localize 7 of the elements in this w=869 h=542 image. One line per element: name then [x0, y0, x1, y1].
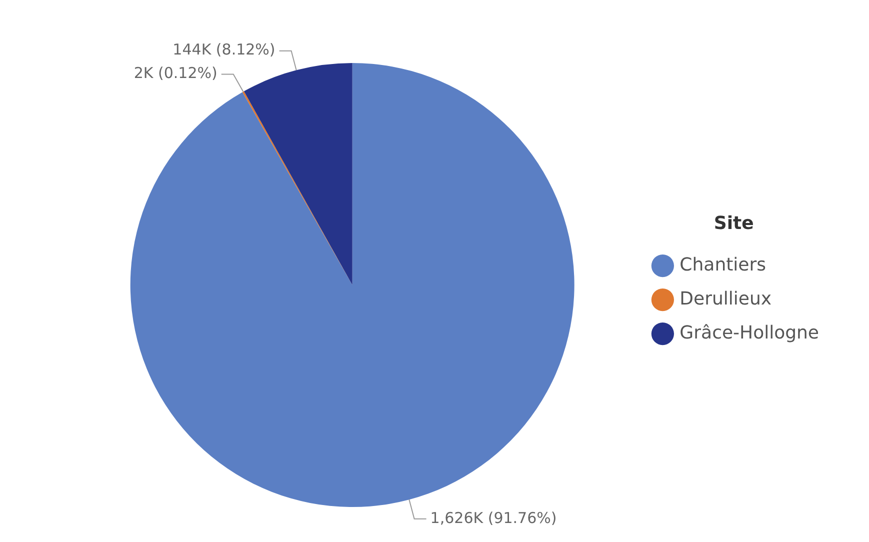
legend-label: Derullieux — [680, 288, 772, 310]
legend-title: Site — [714, 212, 754, 234]
data-label: 2K (0.12%) — [134, 64, 218, 82]
data-label: 144K (8.12%) — [172, 40, 276, 59]
data-label: 1,626K (91.76%) — [430, 508, 557, 527]
legend-label: Grâce-Hollogne — [680, 322, 820, 344]
legend-label: Chantiers — [680, 254, 766, 276]
